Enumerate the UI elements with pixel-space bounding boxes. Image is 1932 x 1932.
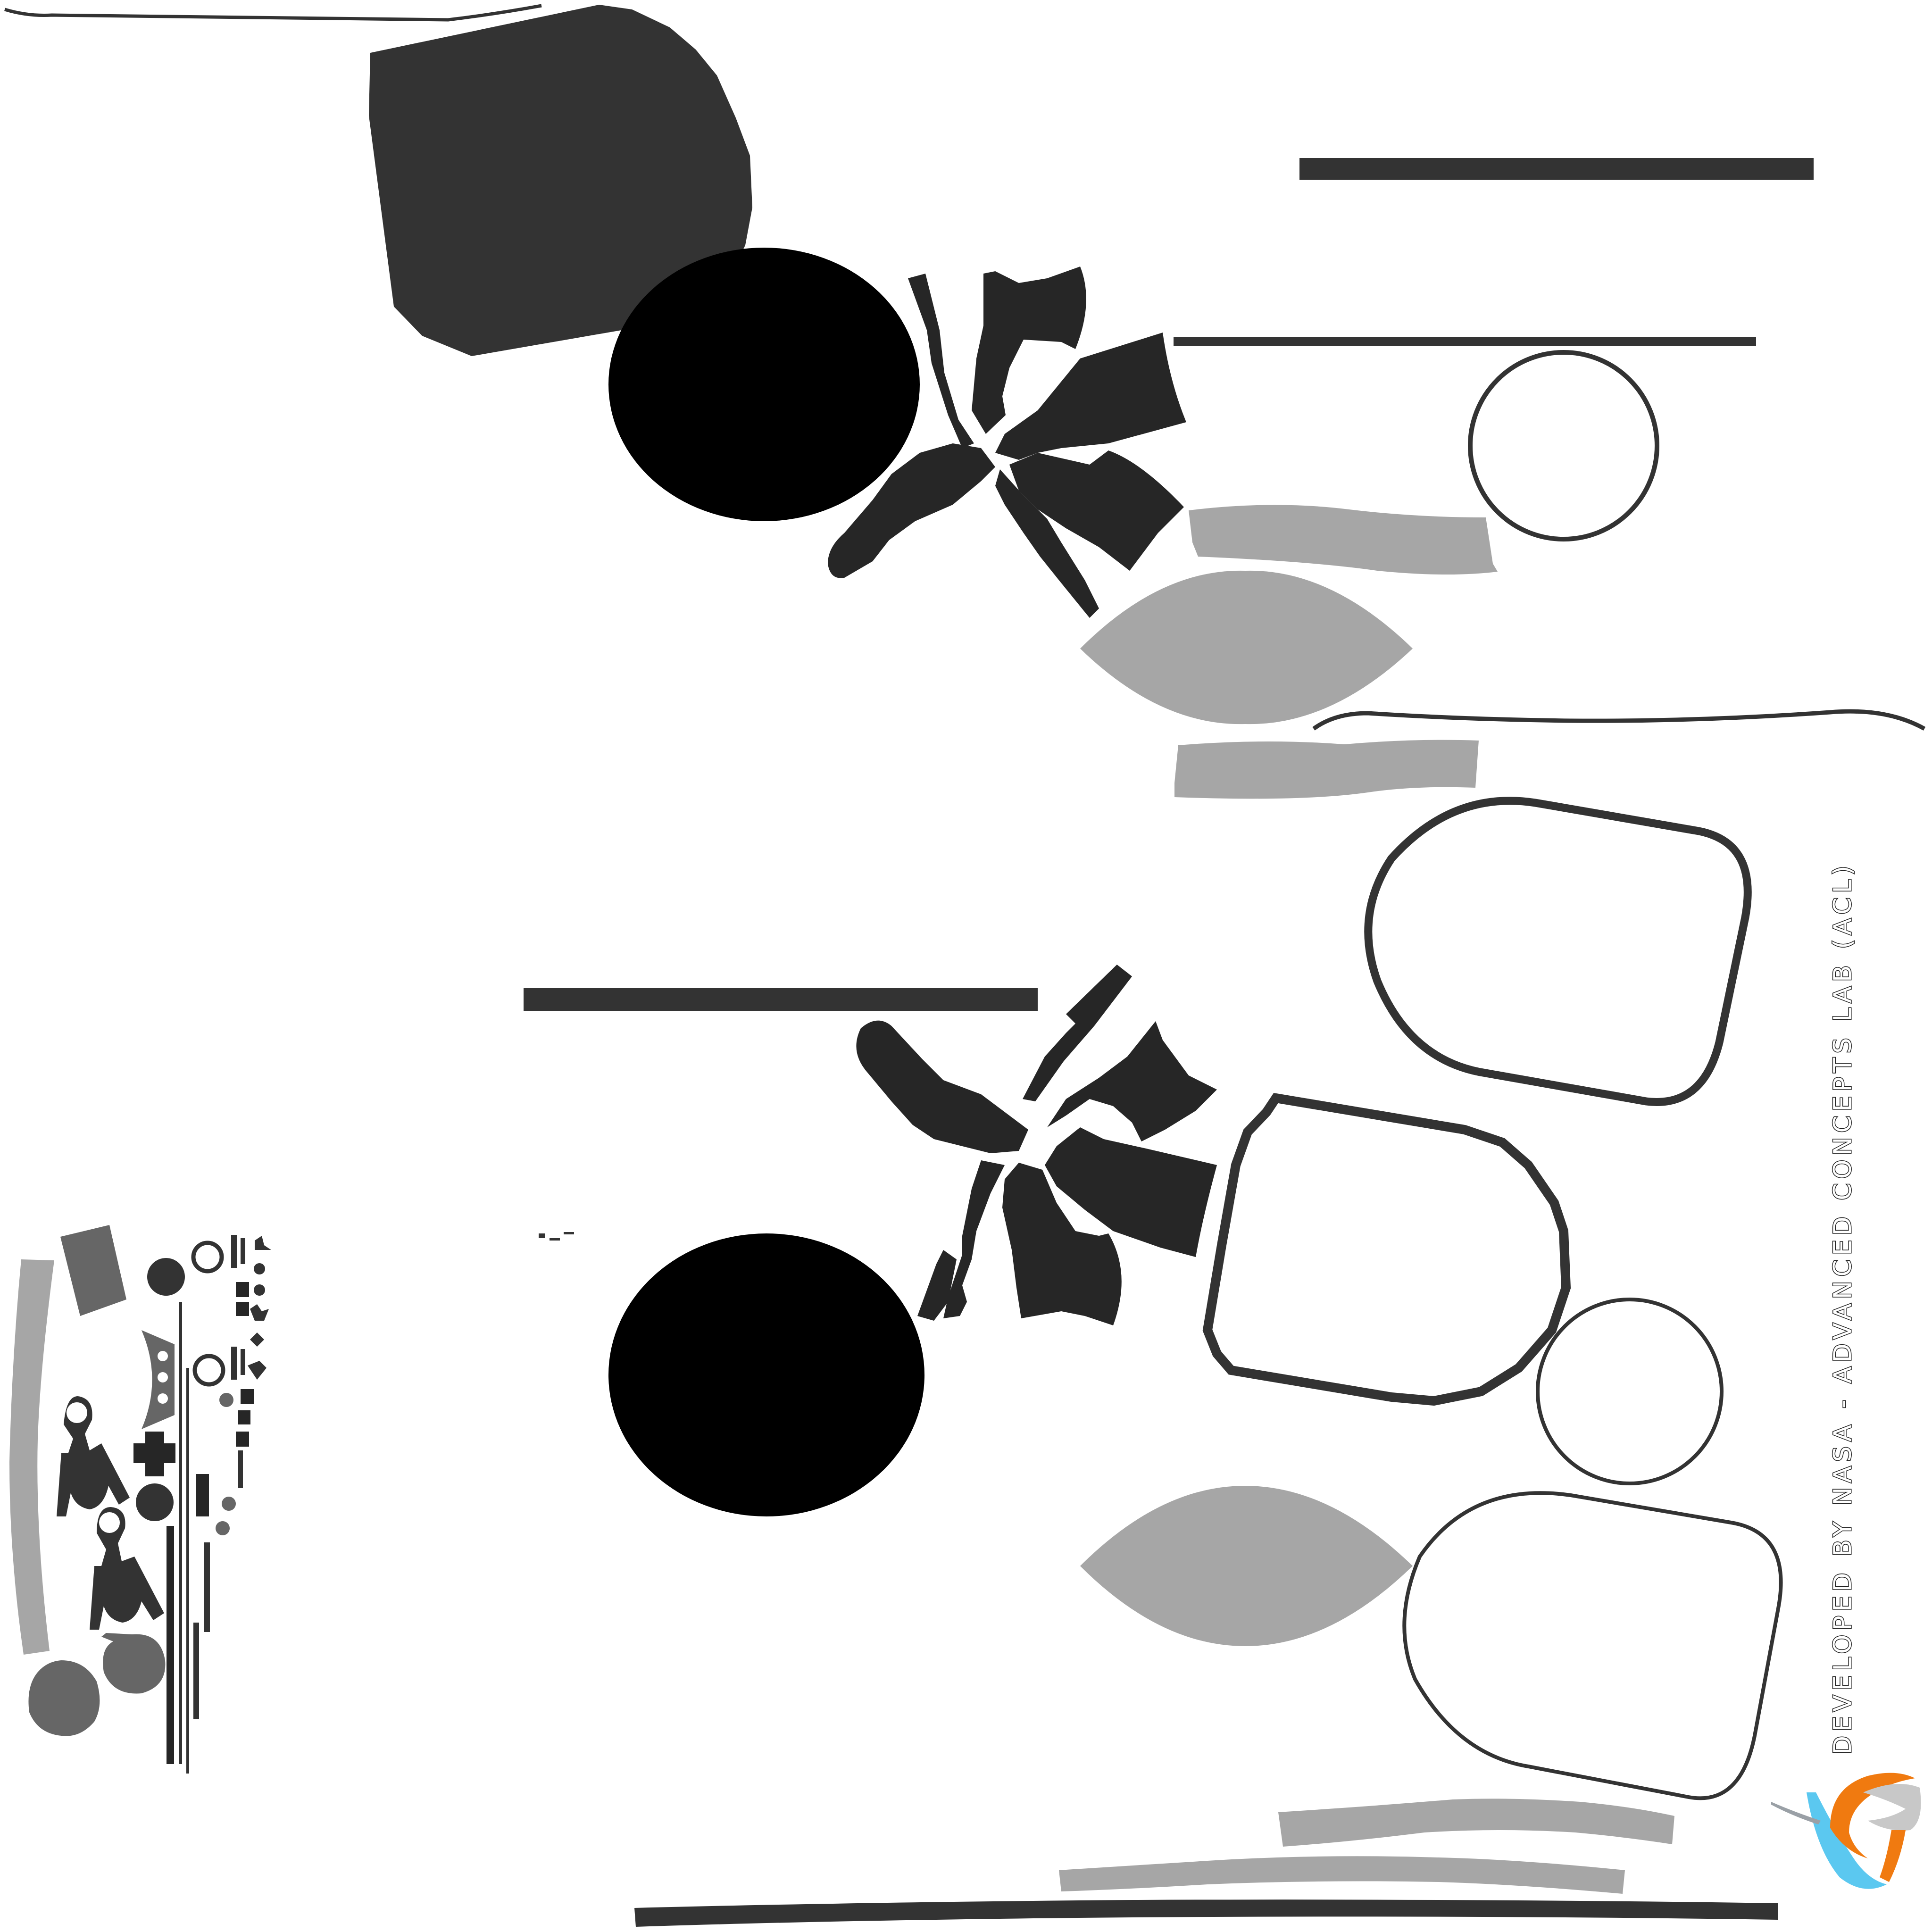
bolt-4 (250, 1304, 269, 1321)
horizontal-bar-mid (524, 988, 1038, 1011)
tiny-bar-4 (241, 1349, 245, 1375)
ring-outline-bottom (1538, 1299, 1722, 1483)
thin-line-4 (204, 1542, 210, 1632)
tiny-bar-5 (238, 1450, 243, 1488)
gray-strip-4 (1059, 1856, 1625, 1894)
tiny-mark-1 (539, 1233, 545, 1238)
thin-line-1 (179, 1302, 182, 1764)
small-ring-1 (193, 1243, 222, 1271)
propeller-shape-bottom (856, 965, 1217, 1325)
small-dark-circle-1 (147, 1258, 185, 1296)
gray-strip-2 (1174, 740, 1479, 799)
small-parts-cluster (9, 1225, 271, 1774)
bracket-hole-3 (158, 1393, 168, 1404)
outline-panel-c (1404, 1493, 1781, 1798)
thin-line-3 (196, 1474, 209, 1516)
small-gray-dot-2 (222, 1497, 236, 1511)
bolt-3 (254, 1284, 265, 1296)
block-4 (238, 1410, 250, 1424)
thin-line-6 (193, 1623, 199, 1719)
credit-text: DEVELOPED BY NASA - ADVANCED CONCEPTS LA… (1826, 811, 1859, 1755)
bolt-2 (254, 1263, 265, 1274)
cross-shape (133, 1432, 175, 1476)
block-5 (236, 1432, 249, 1447)
tiny-bar-3 (231, 1347, 237, 1380)
small-dark-circle-2 (136, 1483, 174, 1521)
gray-blob-2 (101, 1633, 165, 1693)
tiny-bar-2 (241, 1238, 245, 1264)
block-2 (236, 1302, 249, 1316)
horizontal-bar-bottom (634, 1899, 1778, 1927)
small-ring-2 (195, 1356, 223, 1384)
block-1 (236, 1282, 249, 1297)
gray-tilted-square (60, 1225, 126, 1316)
thin-line-2 (186, 1368, 189, 1774)
hook-part-2 (90, 1507, 164, 1630)
gray-blob-1 (28, 1660, 100, 1736)
black-disc-top (608, 248, 920, 521)
gray-strip-3 (1278, 1799, 1674, 1847)
thin-line-5 (167, 1526, 174, 1764)
gray-strip-1 (1189, 505, 1498, 575)
bracket-hole-1 (158, 1351, 168, 1361)
small-gray-dot-1 (219, 1393, 233, 1407)
acl-logo (1771, 1773, 1921, 1889)
bolt-5 (250, 1332, 264, 1347)
hook-part-1 (57, 1396, 130, 1516)
gray-lens-top (1080, 571, 1413, 724)
wavy-line (1314, 711, 1924, 729)
top-curve-stroke (5, 6, 541, 20)
bolt-1 (255, 1236, 271, 1250)
ring-outline-top (1470, 352, 1657, 539)
tiny-mark-2 (550, 1238, 560, 1241)
block-3 (241, 1389, 254, 1404)
black-disc-bottom (608, 1233, 924, 1516)
gray-lens-bottom (1080, 1486, 1413, 1646)
bracket-hole-2 (158, 1372, 168, 1382)
tiny-bar-1 (231, 1235, 237, 1268)
outline-panel-a (1368, 801, 1748, 1102)
outline-panel-b (1208, 1098, 1566, 1401)
horizontal-bar-top (1299, 158, 1814, 180)
small-gray-dot-3 (216, 1521, 230, 1535)
tiny-mark-3 (564, 1232, 574, 1234)
curved-bracket (142, 1330, 175, 1429)
gray-blade (9, 1259, 54, 1655)
bolt-6 (248, 1361, 266, 1380)
horizontal-bar-thin (1174, 337, 1756, 346)
